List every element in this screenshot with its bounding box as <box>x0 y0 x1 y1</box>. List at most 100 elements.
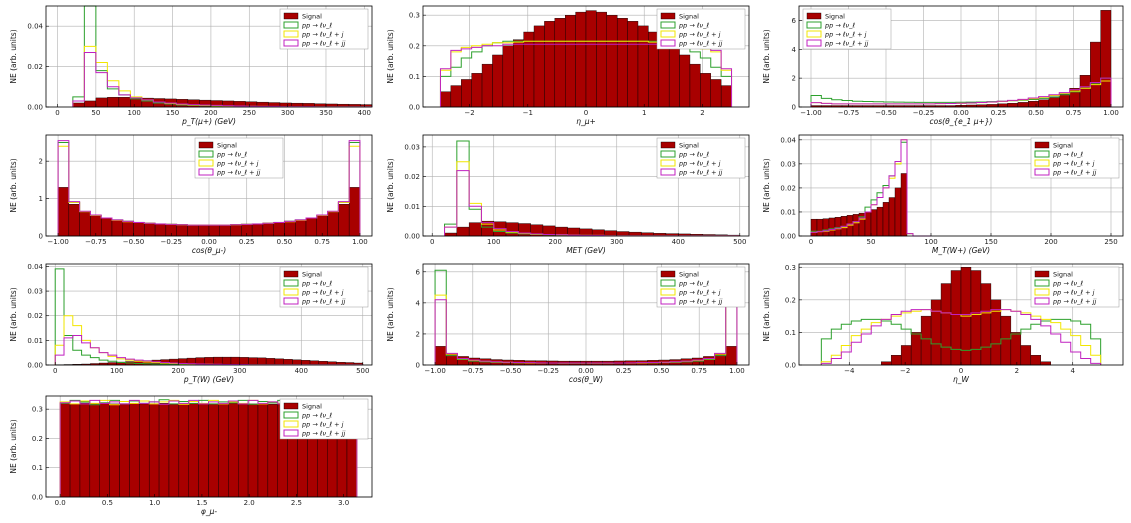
signal-bar <box>349 187 360 236</box>
x-tick-label: −1 <box>523 109 533 117</box>
x-tick-label: 200 <box>204 109 217 117</box>
x-tick-label: 1.00 <box>352 238 368 246</box>
signal-bar <box>123 221 134 236</box>
y-tick-label: 0 <box>39 233 43 241</box>
signal-bar <box>1008 103 1018 107</box>
signal-bar <box>275 359 284 365</box>
signal-bar <box>951 271 961 365</box>
legend-label: Signal <box>302 271 322 279</box>
legend-label: pp → ℓν_ℓ <box>824 22 855 30</box>
y-tick-label: 0.1 <box>785 329 796 337</box>
y-axis-label: NE (arb. units) <box>9 287 18 341</box>
x-tick-label: 0.0 <box>55 499 66 507</box>
signal-bar <box>440 92 450 107</box>
legend-label: pp → ℓν_ℓ <box>301 412 332 420</box>
x-tick-label: 100 <box>487 238 500 246</box>
y-tick-label: 6 <box>416 268 421 276</box>
signal-bar <box>481 221 493 236</box>
signal-bar <box>96 98 108 107</box>
signal-bar <box>70 404 80 497</box>
x-axis-label: p_T(μ+) (GeV) <box>181 117 236 126</box>
x-tick-label: −1.00 <box>47 238 68 246</box>
signal-bar <box>461 79 471 107</box>
legend-swatch <box>807 13 821 19</box>
signal-bar <box>690 64 700 107</box>
x-axis-label: MET (GeV) <box>566 246 606 255</box>
signal-bar <box>524 32 534 107</box>
legend-label: pp → ℓν_ℓ <box>216 151 247 159</box>
x-tick-label: 500 <box>356 367 369 375</box>
signal-bar <box>711 79 721 107</box>
signal-bar <box>901 345 911 365</box>
signal-bar <box>451 86 461 107</box>
y-tick-label: 4 <box>792 46 797 54</box>
signal-bar <box>155 224 166 236</box>
signal-bar <box>1021 345 1031 365</box>
y-tick-label: 0 <box>792 104 796 112</box>
y-tick-label: 0.00 <box>27 362 43 370</box>
x-tick-label: 0.5 <box>102 499 113 507</box>
signal-bar <box>721 86 731 107</box>
x-tick-label: 1 <box>642 109 646 117</box>
signal-bar <box>258 403 268 497</box>
signal-bar <box>328 212 339 236</box>
signal-bar <box>249 358 258 365</box>
legend-label: pp → ℓν_ℓ + j <box>1052 160 1095 168</box>
signal-bar <box>881 362 891 365</box>
signal-bar <box>565 15 575 107</box>
y-tick-label: 0.02 <box>27 312 43 320</box>
x-tick-label: −2 <box>900 367 910 375</box>
y-axis-label: NE (arb. units) <box>762 158 771 212</box>
signal-bar <box>268 404 278 497</box>
y-tick-label: 0.0 <box>785 362 796 370</box>
x-tick-label: 0 <box>584 109 588 117</box>
signal-bar <box>90 215 101 236</box>
x-tick-label: 250 <box>1104 238 1117 246</box>
legend-label: pp → ℓν_ℓ + jj <box>301 430 345 438</box>
x-tick-label: 1.5 <box>196 499 207 507</box>
signal-bar <box>835 217 841 236</box>
y-tick-label: 0.2 <box>32 435 43 443</box>
signal-bar <box>129 403 139 497</box>
x-tick-label: 1.0 <box>149 499 160 507</box>
signal-bar <box>274 222 285 236</box>
x-tick-label: 0 <box>959 367 963 375</box>
x-tick-label: 0.50 <box>1028 109 1044 117</box>
y-tick-label: 0.01 <box>780 208 796 216</box>
signal-bar <box>73 103 85 107</box>
y-axis-label: NE (arb. units) <box>9 158 18 212</box>
legend-label: Signal <box>679 271 699 279</box>
signal-bar <box>513 40 523 107</box>
signal-bar <box>829 218 835 236</box>
legend-label: Signal <box>1053 142 1073 150</box>
legend-label: pp → ℓν_ℓ + j <box>1052 289 1095 297</box>
signal-bar <box>1001 316 1011 365</box>
x-tick-label: 300 <box>610 238 623 246</box>
x-tick-label: 1.00 <box>1103 109 1119 117</box>
signal-bar <box>883 202 889 236</box>
signal-bar <box>231 357 240 365</box>
signal-bar <box>101 218 112 236</box>
x-tick-label: 100 <box>110 367 123 375</box>
y-tick-label: 0.04 <box>27 263 43 271</box>
x-tick-label: 0.00 <box>201 238 217 246</box>
x-tick-label: 2.0 <box>244 499 255 507</box>
y-tick-label: 0.01 <box>404 203 420 211</box>
x-tick-label: −0.50 <box>875 109 896 117</box>
signal-bar <box>457 356 468 365</box>
